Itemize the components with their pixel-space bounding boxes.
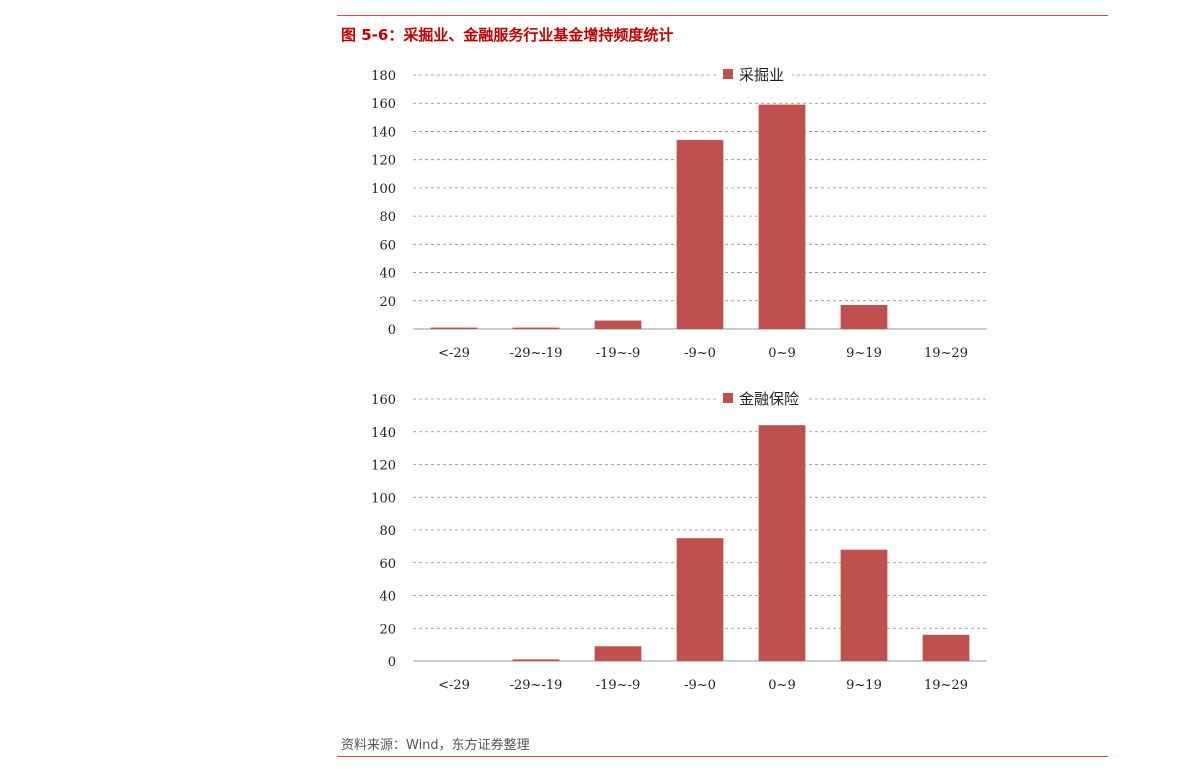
- bar: [594, 320, 642, 329]
- bar: [758, 425, 806, 661]
- bar: [676, 538, 724, 661]
- bar: [676, 139, 724, 329]
- y-tick-label: 100: [371, 491, 396, 506]
- legend-label: 采掘业: [739, 66, 784, 84]
- x-tick-label: <-29: [438, 678, 470, 693]
- y-tick-label: 140: [371, 125, 396, 140]
- x-tick-label: 0~9: [768, 678, 795, 693]
- y-tick-label: 160: [371, 97, 396, 112]
- x-tick-label: -29~-19: [510, 678, 563, 693]
- y-tick-label: 40: [379, 590, 396, 605]
- x-tick-label: 19~29: [924, 346, 968, 361]
- x-tick-label: <-29: [438, 346, 470, 361]
- bottom-rule: [337, 756, 1108, 757]
- legend-background: [719, 64, 792, 84]
- y-tick-label: 100: [371, 182, 396, 197]
- top-rule: [337, 15, 1108, 16]
- x-tick-label: -19~-9: [596, 678, 641, 693]
- chart-finance: 0 20 40 60 80 100 120 140 160 <-29 -29~-19 -19~-9 -9…: [371, 388, 987, 693]
- x-tick-label: -29~-19: [510, 346, 563, 361]
- legend-background: [719, 388, 807, 408]
- y-tick-label: 140: [371, 426, 396, 441]
- y-tick-label: 80: [379, 524, 396, 539]
- x-tick-label: 19~29: [924, 678, 968, 693]
- y-tick-label: 80: [379, 210, 396, 225]
- legend-swatch: [723, 69, 733, 79]
- legend-swatch: [723, 393, 733, 403]
- bar: [430, 327, 478, 329]
- x-tick-label: 9~19: [846, 678, 882, 693]
- y-tick-label: 20: [379, 622, 396, 637]
- y-tick-label: 60: [379, 557, 396, 572]
- y-tick-label: 20: [379, 295, 396, 310]
- bar: [840, 549, 888, 661]
- y-tick-label: 60: [379, 238, 396, 253]
- x-tick-label: -9~0: [684, 678, 716, 693]
- y-tick-label: 40: [379, 267, 396, 282]
- bar: [840, 305, 888, 329]
- x-tick-label: 9~19: [846, 346, 882, 361]
- x-tick-label: -9~0: [684, 346, 716, 361]
- y-tick-label: 120: [371, 459, 396, 474]
- bar: [512, 659, 560, 661]
- chart-mining: 0 20 40 60 80 100 120 140 160 180 <-29 -29~-19 -19~-…: [371, 64, 987, 361]
- y-tick-label: 0: [388, 655, 396, 670]
- bar: [594, 646, 642, 661]
- y-tick-label: 180: [371, 69, 396, 84]
- x-tick-label: -19~-9: [596, 346, 641, 361]
- y-tick-label: 120: [371, 154, 396, 169]
- bar: [922, 634, 970, 661]
- bar: [512, 327, 560, 329]
- source-note: 资料来源：Wind，东方证券整理: [341, 738, 530, 753]
- y-tick-label: 160: [371, 393, 396, 408]
- bar: [758, 104, 806, 329]
- figure-title: 图 5-6：采掘业、金融服务行业基金增持频度统计: [341, 26, 674, 44]
- y-tick-label: 0: [388, 323, 396, 338]
- legend-label: 金融保险: [739, 390, 799, 408]
- x-tick-label: 0~9: [768, 346, 795, 361]
